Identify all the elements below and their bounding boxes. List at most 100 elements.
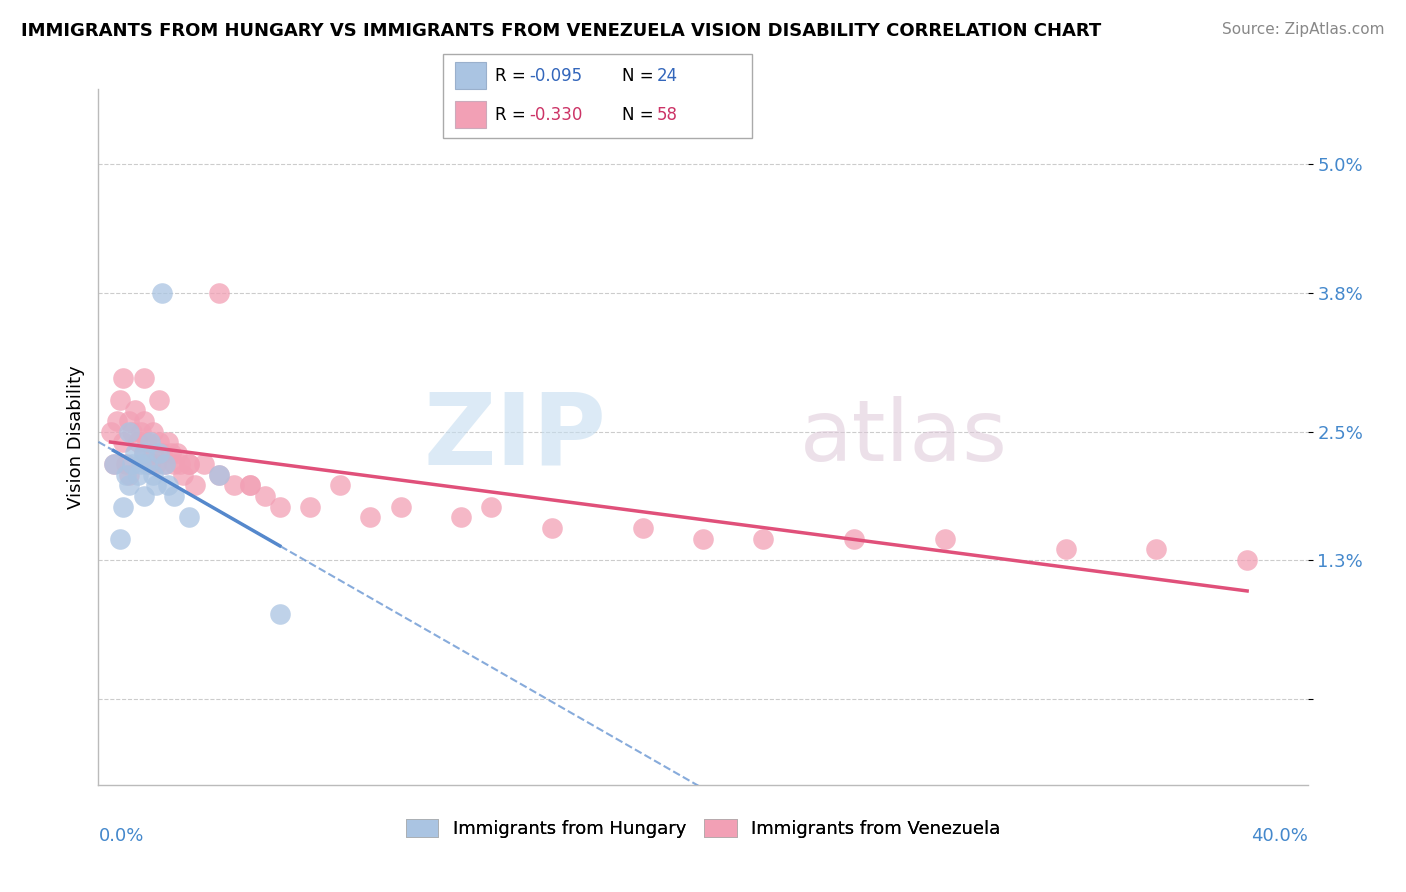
Point	[239, 478, 262, 492]
Point	[148, 435, 170, 450]
Point	[108, 532, 131, 546]
Point	[239, 478, 262, 492]
Point	[692, 532, 714, 546]
Point	[253, 489, 276, 503]
Point	[118, 478, 141, 492]
Text: N =: N =	[623, 67, 659, 85]
Text: R =: R =	[495, 105, 531, 123]
Text: 0.0%: 0.0%	[98, 827, 143, 845]
Point	[163, 457, 186, 471]
Text: N =: N =	[623, 105, 659, 123]
Point	[179, 457, 201, 471]
Point	[132, 446, 155, 460]
Point	[150, 446, 173, 460]
Y-axis label: Vision Disability: Vision Disability	[66, 365, 84, 509]
Point	[129, 425, 152, 439]
Point	[389, 500, 412, 514]
Point	[163, 489, 186, 503]
Point	[224, 478, 246, 492]
Point	[100, 425, 122, 439]
Text: 40.0%: 40.0%	[1251, 827, 1308, 845]
Point	[114, 467, 136, 482]
Point	[172, 467, 194, 482]
Point	[121, 457, 143, 471]
Point	[269, 607, 291, 621]
Point	[132, 371, 155, 385]
Point	[127, 467, 149, 482]
Point	[124, 403, 146, 417]
Point	[103, 457, 125, 471]
Point	[111, 435, 134, 450]
Point	[166, 446, 188, 460]
Point	[752, 532, 775, 546]
Text: IMMIGRANTS FROM HUNGARY VS IMMIGRANTS FROM VENEZUELA VISION DISABILITY CORRELATI: IMMIGRANTS FROM HUNGARY VS IMMIGRANTS FR…	[21, 22, 1101, 40]
Point	[1054, 542, 1077, 557]
Point	[934, 532, 956, 546]
Point	[103, 457, 125, 471]
Point	[142, 425, 165, 439]
Point	[179, 510, 201, 524]
Point	[299, 500, 322, 514]
Point	[540, 521, 562, 535]
Point	[360, 510, 382, 524]
Point	[631, 521, 654, 535]
Point	[1144, 542, 1167, 557]
Point	[844, 532, 866, 546]
Point	[179, 457, 201, 471]
Text: 58: 58	[657, 105, 678, 123]
Bar	[456, 101, 486, 128]
Point	[450, 510, 472, 524]
Point	[150, 285, 173, 300]
Point	[105, 414, 128, 428]
Point	[329, 478, 352, 492]
Text: R =: R =	[495, 67, 531, 85]
Legend: Immigrants from Hungary, Immigrants from Venezuela: Immigrants from Hungary, Immigrants from…	[398, 812, 1008, 846]
Point	[148, 446, 170, 460]
Point	[481, 500, 503, 514]
Text: Source: ZipAtlas.com: Source: ZipAtlas.com	[1222, 22, 1385, 37]
Point	[1236, 553, 1258, 567]
Point	[118, 467, 141, 482]
Point	[114, 457, 136, 471]
Point	[153, 457, 176, 471]
Point	[156, 435, 179, 450]
Point	[145, 478, 167, 492]
Point	[139, 435, 162, 450]
Point	[142, 467, 165, 482]
Point	[129, 457, 152, 471]
Point	[118, 425, 141, 439]
Point	[111, 371, 134, 385]
Point	[135, 435, 157, 450]
Point	[208, 285, 231, 300]
Text: -0.095: -0.095	[530, 67, 582, 85]
Point	[184, 478, 207, 492]
Point	[156, 478, 179, 492]
Point	[127, 435, 149, 450]
Text: ZIP: ZIP	[423, 389, 606, 485]
Point	[135, 457, 157, 471]
Point	[269, 500, 291, 514]
Point	[132, 489, 155, 503]
FancyBboxPatch shape	[443, 54, 752, 138]
Point	[142, 446, 165, 460]
Point	[139, 457, 162, 471]
Point	[111, 500, 134, 514]
Point	[153, 457, 176, 471]
Text: 24: 24	[657, 67, 678, 85]
Point	[208, 467, 231, 482]
Point	[118, 414, 141, 428]
Point	[208, 467, 231, 482]
Text: atlas: atlas	[800, 395, 1008, 479]
Bar	[456, 62, 486, 89]
Point	[121, 425, 143, 439]
Point	[124, 446, 146, 460]
Point	[132, 414, 155, 428]
Point	[169, 457, 191, 471]
Point	[148, 392, 170, 407]
Point	[132, 446, 155, 460]
Point	[193, 457, 215, 471]
Text: -0.330: -0.330	[530, 105, 583, 123]
Point	[145, 457, 167, 471]
Point	[160, 446, 183, 460]
Point	[108, 392, 131, 407]
